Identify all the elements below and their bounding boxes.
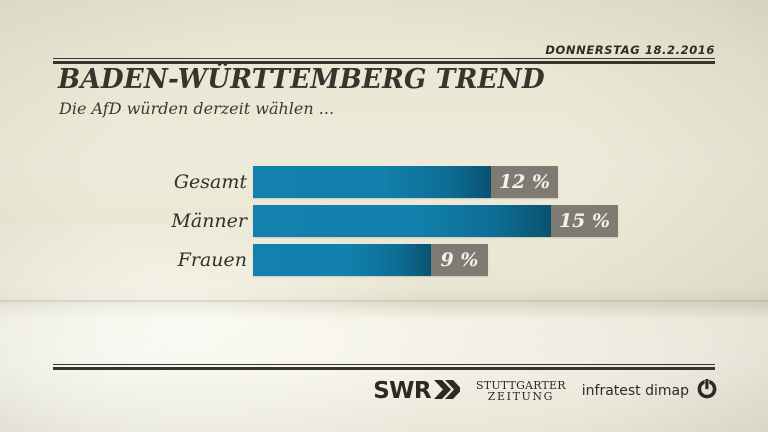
bar-track: 15 % xyxy=(253,205,618,237)
bar-value-badge: 12 % xyxy=(491,166,558,198)
double-chevron-right-icon xyxy=(434,379,463,403)
stuttgarter-zeitung-line-1: STUTTGARTER xyxy=(476,378,566,392)
stuttgarter-zeitung-logo: STUTTGARTER ZEITUNG xyxy=(476,378,566,403)
bar-value-badge: 15 % xyxy=(551,205,618,237)
footer-divider-thick-line xyxy=(53,367,715,370)
infratest-dimap-wordmark: infratest dimap xyxy=(581,383,689,399)
page-title: BADEN-WÜRTTEMBERG TREND xyxy=(58,64,545,95)
stuttgarter-zeitung-line-2: ZEITUNG xyxy=(487,390,555,403)
page-subtitle: Die AfD würden derzeit wählen ... xyxy=(59,99,335,118)
bar-fill xyxy=(253,244,431,276)
header-divider-thin-line xyxy=(53,58,715,59)
footer-divider-thin-line xyxy=(53,364,715,365)
bar-category-label: Männer xyxy=(171,210,247,232)
header-divider xyxy=(53,58,715,64)
swr-wordmark: SWR xyxy=(373,377,432,404)
header-divider-thick-line xyxy=(53,61,715,64)
swr-logo: SWR xyxy=(373,377,463,404)
bar-fill xyxy=(253,166,491,198)
footer-divider xyxy=(53,364,715,370)
bar-chart: Gesamt 12 % Männer 15 % Frauen 9 % xyxy=(0,166,768,283)
infratest-dimap-circle-icon xyxy=(696,378,718,404)
chart-row: Gesamt 12 % xyxy=(0,166,768,198)
chart-row: Männer 15 % xyxy=(0,205,768,237)
bar-category-label: Gesamt xyxy=(173,171,247,193)
bar-track: 12 % xyxy=(253,166,558,198)
infratest-dimap-logo: infratest dimap xyxy=(582,378,718,404)
chart-row: Frauen 9 % xyxy=(0,244,768,276)
bar-track: 9 % xyxy=(253,244,488,276)
bar-category-label: Frauen xyxy=(177,249,247,271)
bar-value-badge: 9 % xyxy=(431,244,488,276)
bar-fill xyxy=(253,205,551,237)
broadcast-date: DONNERSTAG 18.2.2016 xyxy=(545,43,715,57)
background-floor-line xyxy=(0,300,768,303)
footer-logos: SWR STUTTGARTER ZEITUNG infratest dimap xyxy=(373,378,718,404)
